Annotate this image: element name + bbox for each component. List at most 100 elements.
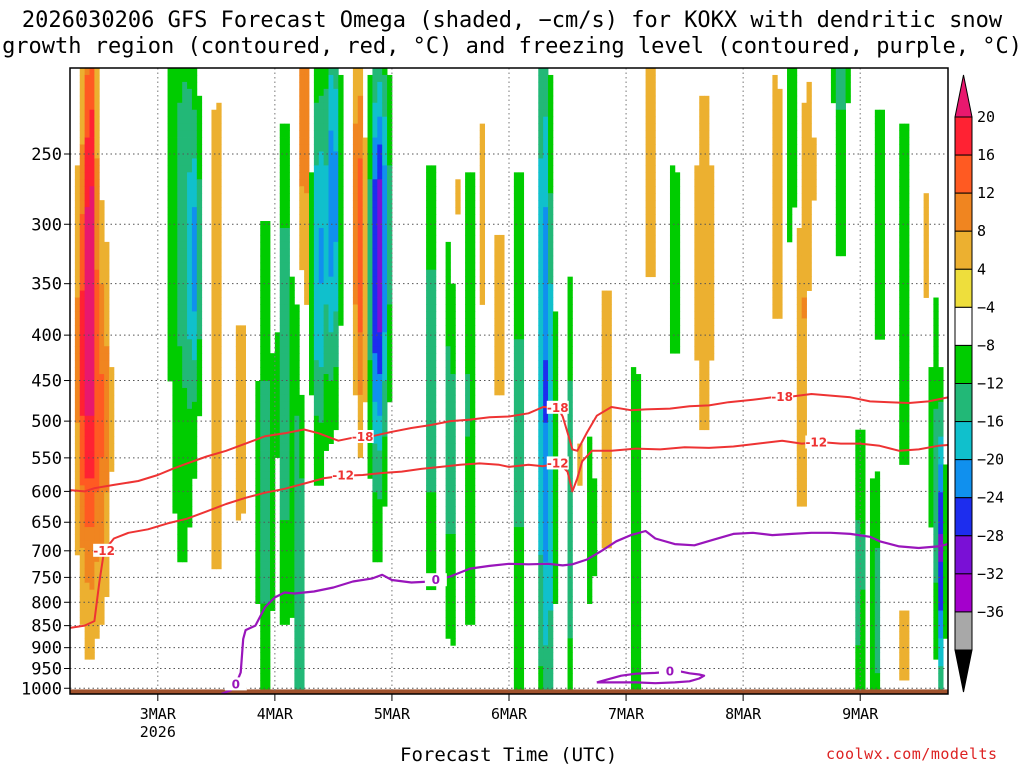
omega-cell [94,81,100,90]
omega-cell [333,109,339,118]
omega-cell [84,540,90,549]
omega-cell [943,485,948,493]
omega-cell [465,471,471,479]
omega-cell [869,631,876,639]
omega-cell [469,200,476,208]
omega-cell [874,624,881,632]
omega-cell [313,102,320,111]
omega-cell [543,248,549,257]
omega-cell [513,464,520,472]
omega-cell [499,332,505,340]
omega-cell [284,318,290,326]
omega-cell [84,485,90,493]
omega-cell [191,318,198,326]
omega-cell [645,234,651,243]
omega-cell [196,102,203,111]
x-tick-label: 5MAR [374,705,411,723]
colorbar-swatch [954,230,973,270]
omega-cell [933,624,939,632]
omega-cell [674,207,681,215]
omega-cell [79,68,86,76]
omega-cell [708,283,715,291]
omega-cell [445,464,451,472]
omega-cell [450,610,456,618]
omega-cell [630,471,637,479]
omega-cell [777,137,783,145]
omega-cell [869,610,876,618]
omega-cell [182,172,188,180]
omega-cell [294,360,300,368]
omega-cell [855,492,861,500]
omega-cell [211,186,217,194]
omega-cell [518,610,525,618]
omega-cell [313,471,320,479]
omega-cell [904,624,910,632]
omega-cell [869,659,876,667]
omega-cell [313,227,320,236]
omega-cell [840,193,846,201]
omega-cell [567,506,573,514]
omega-cell [777,227,783,236]
omega-cell [196,387,203,396]
omega-cell [211,283,217,291]
omega-cell [372,200,378,208]
omega-cell [372,408,378,417]
omega-cell [801,353,807,361]
omega-cell [94,88,100,97]
omega-cell [445,568,451,577]
omega-cell [806,109,812,118]
omega-cell [469,568,476,577]
omega-cell [79,130,86,138]
omega-cell [874,652,881,660]
omega-cell [79,241,86,250]
omega-cell [191,227,198,236]
omega-cell [313,478,320,486]
omega-cell [791,74,798,83]
omega-cell [299,547,305,556]
omega-cell [933,527,939,535]
omega-cell [313,116,320,125]
omega-cell [323,165,329,173]
omega-cell [538,527,544,535]
omega-cell [89,346,95,354]
omega-cell [99,332,105,340]
omega-cell [177,339,183,347]
omega-cell [372,304,378,312]
omega-cell [674,248,681,257]
omega-cell [699,179,705,187]
omega-cell [387,304,393,312]
omega-cell [382,137,388,145]
omega-cell [835,151,842,159]
omega-cell [367,262,373,271]
omega-cell [284,520,290,528]
omega-cell [94,554,100,563]
omega-cell [313,353,320,361]
omega-cell [187,311,193,319]
omega-cell [469,589,476,598]
omega-cell [269,408,276,417]
omega-cell [352,290,359,298]
omega-cell [323,346,329,354]
omega-cell [177,276,183,285]
omega-cell [791,193,798,201]
omega-cell [362,227,368,236]
omega-cell [699,381,705,389]
omega-cell [265,408,271,417]
omega-cell [265,367,271,375]
omega-cell [928,499,934,507]
omega-cell [465,429,471,438]
omega-cell [279,603,286,611]
omega-cell [79,367,86,375]
omega-cell [187,158,193,166]
omega-cell [99,276,105,285]
omega-cell [269,394,276,403]
omega-cell [704,193,710,201]
omega-cell [260,429,266,438]
omega-cell [191,234,198,243]
omega-cell [211,436,217,444]
omega-cell [445,575,451,584]
omega-cell [674,304,681,312]
omega-cell [518,367,525,375]
omega-cell [89,582,95,591]
omega-cell [89,158,95,166]
